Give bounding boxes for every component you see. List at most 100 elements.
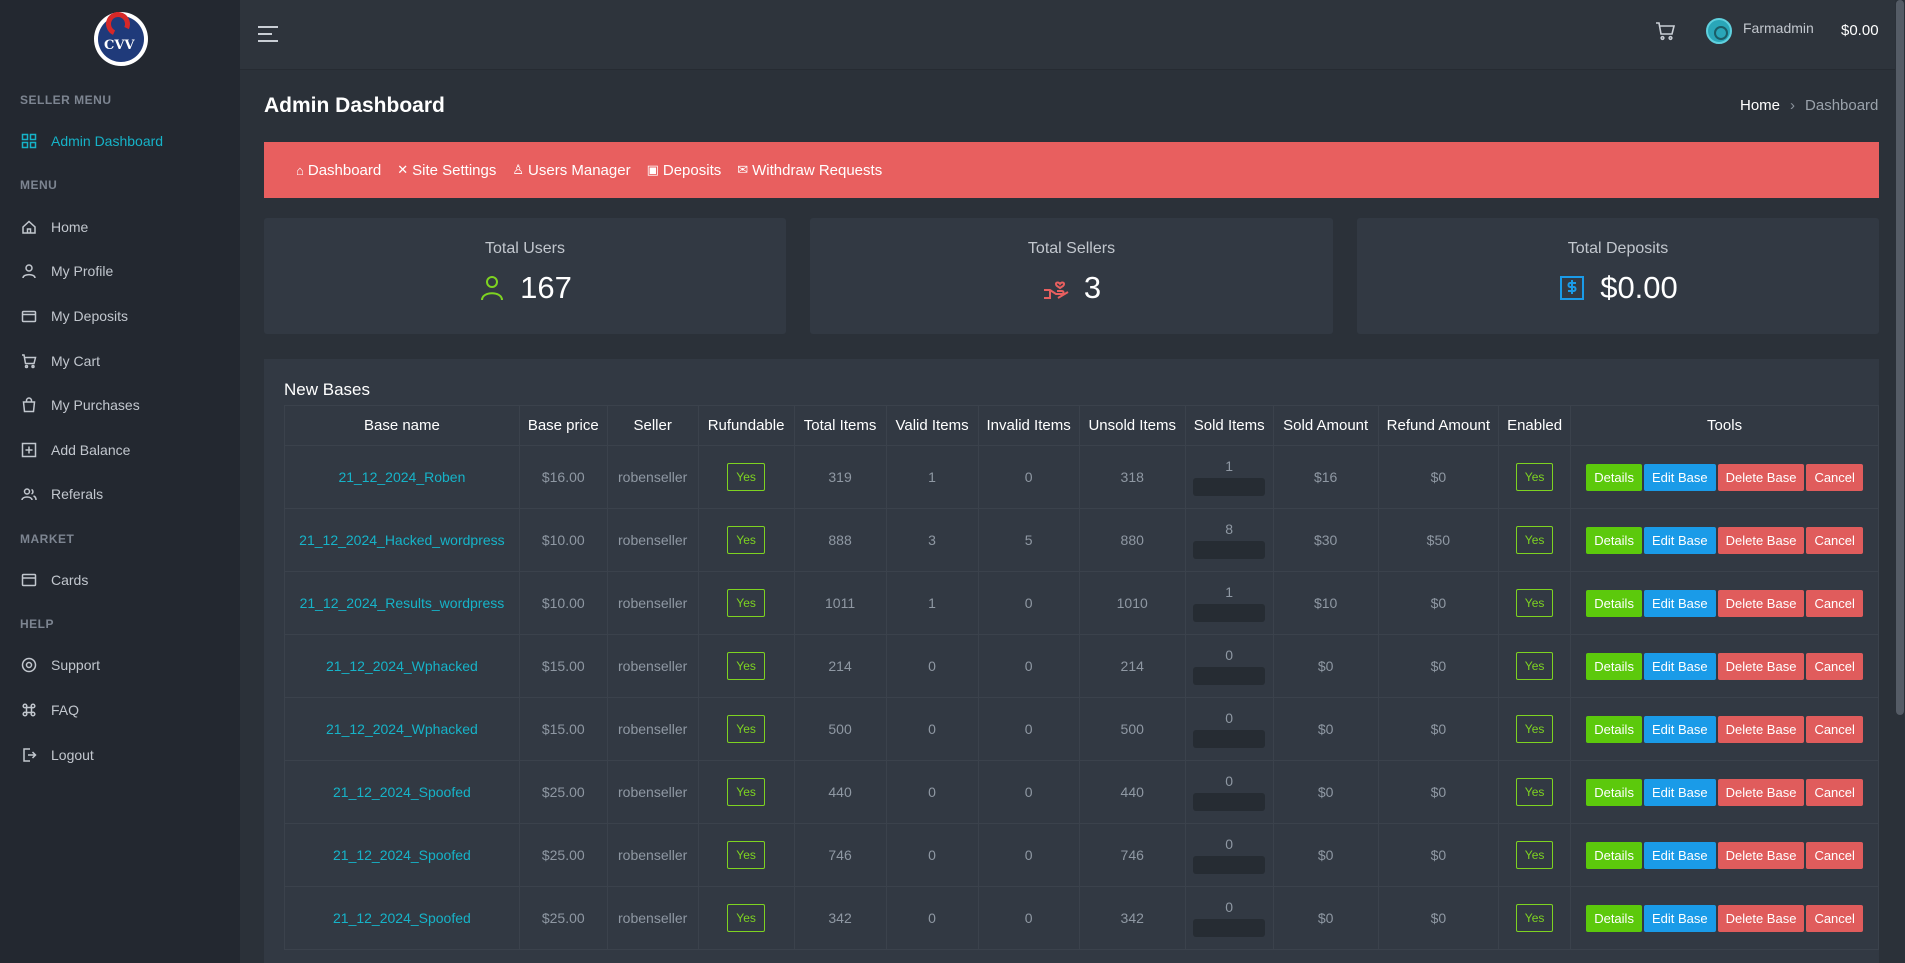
enabled-badge: Yes [1515,463,1554,491]
column-header: Tools [1570,405,1879,446]
cancel-button[interactable]: Cancel [1806,463,1863,491]
delete-base-button[interactable]: Delete Base [1717,778,1805,806]
base-price: $10.00 [518,571,608,635]
details-button[interactable]: Details [1586,463,1642,491]
delete-base-button[interactable]: Delete Base [1717,463,1805,491]
delete-base-button[interactable]: Delete Base [1717,715,1805,743]
sidebar-item-faq[interactable]: FAQ [20,696,230,724]
base-name-link[interactable]: 21_12_2024_Hacked_wordpress [284,508,520,572]
sidebar-item-logout[interactable]: Logout [20,741,230,769]
sidebar-item-label: Logout [51,747,94,763]
base-price: $25.00 [518,886,608,950]
base-price: $15.00 [518,697,608,761]
enabled-cell: Yes [1498,508,1572,572]
base-name-link[interactable]: 21_12_2024_Spoofed [284,886,520,950]
username[interactable]: Farmadmin [1743,20,1814,36]
nav-site-settings[interactable]: ✕ Site Settings [397,162,496,179]
sold-items-cell: 0 [1184,823,1274,887]
nav-deposits[interactable]: ▣ Deposits [647,162,722,179]
details-button[interactable]: Details [1586,904,1642,932]
edit-base-button[interactable]: Edit Base [1643,904,1716,932]
users-icon [20,485,38,503]
total-items: 746 [793,823,887,887]
delete-base-button[interactable]: Delete Base [1717,904,1805,932]
refundable-badge: Yes [727,841,765,869]
delete-base-button[interactable]: Delete Base [1717,526,1805,554]
logo[interactable]: CVV [94,8,148,66]
enabled-cell: Yes [1498,634,1572,698]
avatar[interactable] [1706,18,1732,44]
user-icon [20,262,38,280]
cancel-button[interactable]: Cancel [1806,526,1863,554]
refund-amount: $0 [1377,445,1500,509]
sidebar: CVV SELLER MENU Admin Dashboard MENU Hom… [0,0,240,963]
sidebar-item-admin-dashboard[interactable]: Admin Dashboard [20,127,230,155]
cancel-button[interactable]: Cancel [1806,589,1863,617]
stat-value: $0.00 [1600,270,1678,305]
stat-value: 3 [1083,270,1102,305]
edit-base-button[interactable]: Edit Base [1643,526,1716,554]
sidebar-item-referals[interactable]: Referals [20,480,230,508]
details-button[interactable]: Details [1586,526,1642,554]
sidebar-item-label: Admin Dashboard [51,133,164,149]
cancel-button[interactable]: Cancel [1806,904,1863,932]
tools-cell: Details Edit Base Delete Base Cancel [1570,760,1879,824]
breadcrumb-home[interactable]: Home [1740,97,1781,114]
sidebar-item-support[interactable]: Support [20,651,230,679]
scrollbar[interactable] [1895,0,1905,963]
seller: robenseller [606,634,699,698]
unsold-items: 440 [1078,760,1186,824]
sold-items-cell: 0 [1184,697,1274,761]
refundable-badge: Yes [727,463,765,491]
details-button[interactable]: Details [1586,778,1642,806]
nav-users-manager[interactable]: ♙ Users Manager [512,162,630,179]
edit-base-button[interactable]: Edit Base [1643,463,1716,491]
edit-base-button[interactable]: Edit Base [1643,841,1716,869]
tools-cell: Details Edit Base Delete Base Cancel [1570,697,1879,761]
details-button[interactable]: Details [1586,652,1642,680]
sold-amount: $16 [1272,445,1379,509]
sidebar-item-cards[interactable]: Cards [20,566,230,594]
cancel-button[interactable]: Cancel [1806,778,1863,806]
details-button[interactable]: Details [1586,841,1642,869]
stat-title: Total Users [484,240,566,257]
edit-base-button[interactable]: Edit Base [1643,715,1716,743]
sidebar-item-my-profile[interactable]: My Profile [20,257,230,285]
details-button[interactable]: Details [1586,715,1642,743]
nav-dashboard[interactable]: ⌂ Dashboard [296,162,381,179]
base-name-link[interactable]: 21_12_2024_Wphacked [284,697,520,761]
edit-base-button[interactable]: Edit Base [1643,652,1716,680]
delete-base-button[interactable]: Delete Base [1717,841,1805,869]
base-name-link[interactable]: 21_12_2024_Spoofed [284,760,520,824]
nav-withdraw-requests[interactable]: ✉ Withdraw Requests [737,162,882,179]
sidebar-item-home[interactable]: Home [20,213,230,241]
edit-base-button[interactable]: Edit Base [1643,778,1716,806]
sidebar-item-my-deposits[interactable]: My Deposits [20,302,230,330]
edit-base-button[interactable]: Edit Base [1643,589,1716,617]
cancel-button[interactable]: Cancel [1806,652,1863,680]
menu-toggle-icon[interactable] [258,26,278,42]
enabled-badge: Yes [1515,589,1554,617]
sidebar-item-my-purchases[interactable]: My Purchases [20,391,230,419]
sidebar-item-my-cart[interactable]: My Cart [20,347,230,375]
invalid-items: 0 [977,823,1080,887]
base-name-link[interactable]: 21_12_2024_Wphacked [284,634,520,698]
stat-total-sellers: Total Sellers 3 [810,218,1333,334]
total-items: 214 [793,634,887,698]
cancel-button[interactable]: Cancel [1806,715,1863,743]
base-name-link[interactable]: 21_12_2024_Roben [284,445,520,509]
enabled-badge: Yes [1515,715,1554,743]
column-header: Enabled [1498,405,1572,446]
base-name-link[interactable]: 21_12_2024_Results_wordpress [284,571,520,635]
sold-items: 8 [1225,521,1234,537]
balance-display: $0.00 [1841,22,1879,39]
cancel-button[interactable]: Cancel [1806,841,1863,869]
delete-base-button[interactable]: Delete Base [1717,589,1805,617]
details-button[interactable]: Details [1586,589,1642,617]
delete-base-button[interactable]: Delete Base [1717,652,1805,680]
column-header: Sold Amount [1272,405,1379,446]
cart-icon[interactable] [1654,20,1676,42]
sidebar-item-add-balance[interactable]: Add Balance [20,436,230,464]
scroll-thumb[interactable] [1896,0,1904,715]
base-name-link[interactable]: 21_12_2024_Spoofed [284,823,520,887]
